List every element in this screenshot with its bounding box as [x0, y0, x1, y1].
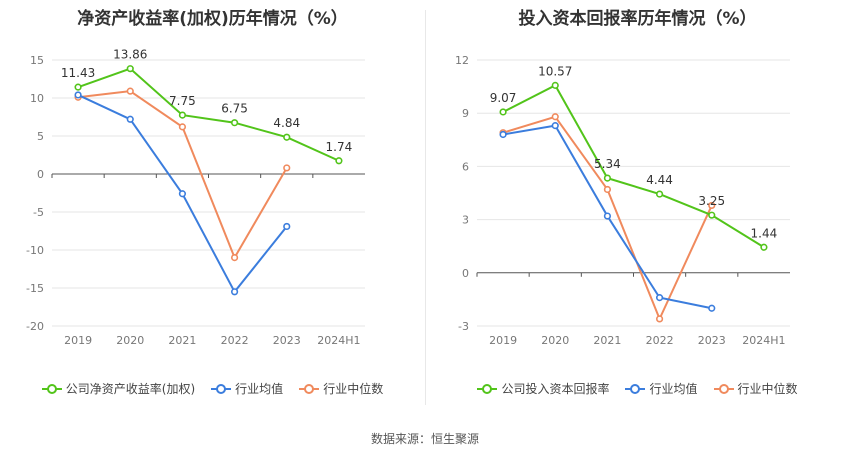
x-tick-label: 2022	[646, 334, 674, 347]
data-point-avg	[499, 130, 507, 139]
data-label: 10.57	[538, 64, 572, 78]
data-point-company	[126, 65, 134, 73]
legend-item-avg[interactable]: 行业均值	[625, 380, 698, 397]
data-point-avg	[230, 288, 239, 296]
data-point-median	[126, 87, 134, 95]
data-label: 7.75	[169, 94, 196, 108]
data-point-company	[230, 119, 239, 127]
y-tick-label: -5	[33, 206, 44, 219]
legend-item-company[interactable]: 公司投入资本回报率	[477, 380, 609, 397]
data-point-avg	[655, 294, 664, 302]
y-tick-label: 3	[462, 214, 469, 227]
legend-label: 行业均值	[649, 382, 698, 396]
y-tick-label: -20	[26, 320, 44, 333]
data-point-avg	[126, 115, 134, 123]
x-tick-label: 2019	[64, 334, 92, 347]
x-tick-label: 2023	[698, 334, 726, 347]
data-point-median	[655, 315, 664, 323]
x-tick-label: 2021	[593, 334, 621, 347]
legend-label: 公司投入资本回报率	[501, 382, 610, 396]
data-label: 11.43	[61, 66, 95, 80]
x-tick-label: 2022	[221, 334, 249, 347]
data-point-avg	[603, 212, 612, 220]
data-label: 4.84	[273, 116, 300, 130]
x-tick-label: 2021	[168, 334, 196, 347]
chart-title: 投入资本回报率历年情况（%）	[518, 9, 757, 29]
chart-legend: 公司净资产收益率(加权) 行业均值 行业中位数	[0, 380, 425, 397]
data-point-avg	[708, 304, 716, 312]
legend-swatch-company	[477, 383, 498, 394]
data-point-company	[178, 111, 187, 119]
chart-title: 净资产收益率(加权)历年情况（%）	[77, 9, 348, 29]
y-tick-label: 5	[37, 130, 44, 143]
y-tick-label: 0	[462, 267, 469, 280]
legend-label: 行业中位数	[323, 382, 384, 396]
y-tick-label: -15	[26, 282, 44, 295]
legend-item-avg[interactable]: 行业均值	[211, 380, 283, 397]
data-label: 3.25	[698, 194, 725, 208]
y-tick-label: 9	[462, 107, 469, 120]
x-tick-label: 2020	[116, 334, 144, 347]
data-label: 1.44	[751, 226, 778, 240]
data-label: 5.34	[594, 157, 621, 171]
data-point-company	[499, 108, 507, 116]
data-point-median	[603, 185, 612, 194]
roic-chart: 投入资本回报率历年情况（%） 12 9 6 3 0 -3 2019 2020 2021 2022 2…	[425, 0, 850, 410]
data-point-median	[230, 254, 239, 262]
legend-item-median[interactable]: 行业中位数	[713, 380, 798, 397]
data-label: 13.86	[113, 48, 147, 62]
data-point-avg	[178, 190, 187, 198]
data-point-median	[178, 123, 187, 131]
series-line-company	[77, 67, 340, 162]
data-point-company	[283, 133, 291, 141]
data-point-median	[283, 164, 291, 172]
data-point-company	[603, 174, 612, 182]
series-line-company	[502, 84, 765, 249]
x-tick-label: 2024H1	[742, 334, 785, 347]
chart-divider	[425, 10, 426, 405]
data-point-avg	[74, 91, 82, 99]
legend-label: 行业中位数	[737, 382, 798, 396]
x-tick-label: 2023	[273, 334, 301, 347]
data-point-company	[655, 190, 664, 198]
legend-swatch-median	[713, 383, 734, 394]
legend-swatch-company	[41, 383, 62, 394]
legend-swatch-avg	[625, 383, 646, 394]
data-point-avg	[283, 222, 291, 231]
legend-swatch-median	[299, 383, 320, 394]
data-point-company	[551, 81, 559, 89]
y-tick-label: 0	[37, 168, 44, 181]
y-tick-label: 10	[30, 92, 44, 105]
roe-chart-plot: 15 10 5 0 -5 -10 -15 -20 2019 2020 2021 2022 2023 202…	[26, 48, 365, 347]
roic-chart-plot: 12 9 6 3 0 -3 2019 2020 2021 2022 2023 2024H1 9.07 10…	[455, 54, 790, 347]
data-point-company	[335, 157, 343, 165]
data-label: 6.75	[221, 102, 248, 116]
legend-item-company[interactable]: 公司净资产收益率(加权)	[41, 380, 196, 397]
data-point-company	[708, 211, 716, 219]
legend-label: 公司净资产收益率(加权)	[65, 382, 196, 396]
roe-chart: 净资产收益率(加权)历年情况（%） 15 10 5 0 -5 -10 -15 -20 2019 2…	[0, 0, 425, 410]
data-point-median	[708, 201, 716, 210]
y-tick-label: -3	[458, 320, 469, 333]
x-tick-label: 2020	[541, 334, 569, 347]
data-point-median	[551, 113, 559, 121]
y-tick-label: 15	[30, 54, 44, 67]
y-tick-label: 6	[462, 160, 469, 173]
x-tick-label: 2024H1	[317, 334, 360, 347]
data-point-company	[74, 83, 82, 91]
data-point-company	[760, 243, 768, 251]
legend-item-median[interactable]: 行业中位数	[299, 380, 383, 397]
data-label: 4.44	[646, 173, 673, 187]
x-tick-label: 2019	[489, 334, 517, 347]
data-label: 1.74	[326, 140, 353, 154]
data-source: 数据来源：恒生聚源	[370, 432, 479, 446]
chart-legend: 公司投入资本回报率 行业均值 行业中位数	[425, 380, 850, 397]
y-tick-label: -10	[26, 244, 44, 257]
data-point-avg	[551, 122, 559, 130]
legend-label: 行业均值	[235, 382, 284, 396]
y-tick-label: 12	[455, 54, 469, 67]
legend-swatch-avg	[211, 383, 232, 394]
data-label: 9.07	[490, 91, 517, 105]
